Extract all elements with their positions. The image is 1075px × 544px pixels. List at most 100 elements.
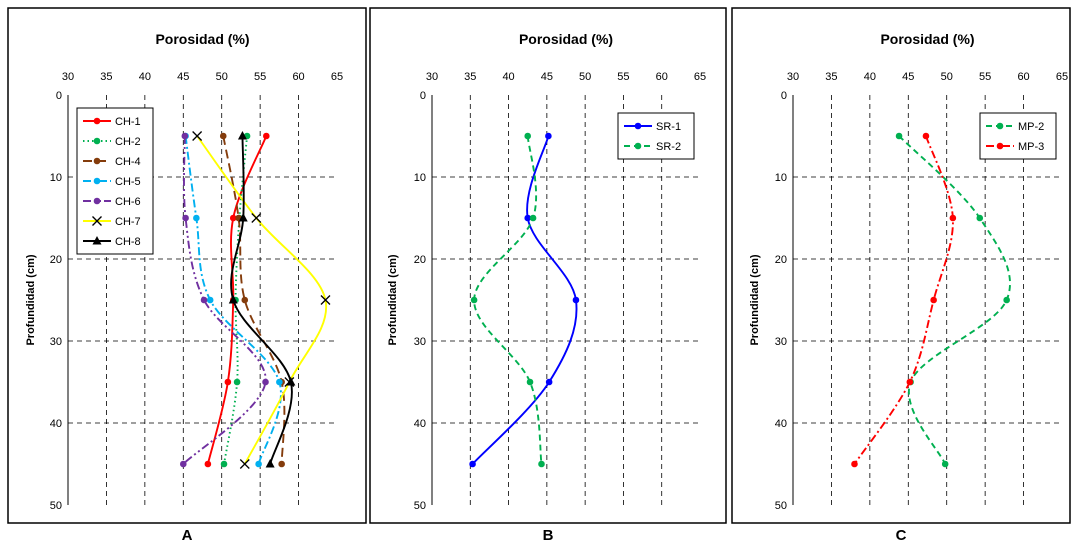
panel-c-legend-item-mp-3-marker [996,142,1004,150]
panel-c-ytick-3: 30 [775,336,787,348]
panel-a-ytick-0: 0 [56,90,62,102]
panel-a-series-ch-4-point-0 [219,132,227,140]
panel-a-series-ch-7-point-0 [192,131,203,141]
panel-b-ytick-0: 0 [420,90,426,102]
panel-b-xtick-2: 40 [502,71,514,83]
panel-a-legend-box [76,107,154,255]
panel-a-series-ch-5-point-4 [255,460,262,468]
panel-a-series-ch-7-point-4 [239,459,250,469]
panel-a-series-ch-2-point-4 [220,460,228,468]
panel-a-xtick-5: 55 [254,71,266,83]
panel-c-ytick-1: 10 [775,172,787,184]
panel-c-series-mp-3-point-3 [906,378,914,386]
panel-a-legend-item-ch-4-marker [93,157,101,165]
panel-b-legend: SR-1 SR-2 [617,112,695,160]
panel-a-series-ch-4-point-2 [241,296,249,304]
panel-a-series-ch-1-point-0 [262,132,270,140]
panel-a-series-ch-5-point-2 [206,296,214,304]
panel-c-ytick-0: 0 [781,90,787,102]
panel-b-ytick-4: 40 [414,418,426,430]
panel-a-series-ch-7-point-1-b [251,213,262,223]
panel-a-legend-item-ch-7: CH-7 [83,216,141,228]
panel-b-ytick-5: 50 [414,500,426,512]
panel-a-series-ch-8-point-4 [265,459,275,468]
panel-a-series-ch-7-point-1 [251,213,262,223]
panel-a-series-ch-1-point-4 [204,460,212,468]
panel-a-legend: CH-1 CH-2 CH-4 CH-5 CH-6 CH-7 CH-8 [76,107,154,255]
panel-a-series-ch-1-point-3 [224,378,232,386]
panel-a-ytick-4: 40 [50,418,62,430]
panel-c-series-mp-3-point-4 [851,460,858,468]
panel-b-series-sr-1-point-4 [469,460,476,468]
panel-c-series-mp-3-point-2 [930,296,937,304]
panel-b-series-sr-2-point-1 [529,214,537,222]
panel-a-legend-item-ch-7-marker-b [92,216,102,226]
panel-c-ytick-5: 50 [775,500,787,512]
panel-c-letter: C [896,527,907,544]
panel-b-series-sr-2-point-2 [470,296,478,304]
panel-b-legend-item-sr-1: SR-1 [624,121,681,133]
panel-b-series-sr-2-point-3 [526,378,534,386]
panel-a-ylabel: Profundidad (cm) [25,254,37,345]
panel-b-xtick-4: 50 [579,71,591,83]
panel-c-series-mp-2-point-4 [941,460,949,468]
panel-c-legend-box [979,112,1057,160]
panel-c-series-mp-2-point-2 [1003,296,1010,304]
panel-b-ytick-3: 30 [414,336,426,348]
panel-a-xtick-1: 35 [100,71,112,83]
panel-c-xtick-1: 35 [825,71,837,83]
panel-a-xtick-4: 50 [216,71,228,83]
panel-a-series-ch-2-point-3 [233,378,241,386]
panel-a-series-ch-5-point-1 [193,214,200,222]
panel-a-series-ch-7-point-4-b [239,459,250,469]
panel-c-frame [731,7,1071,524]
panel-a-legend-item-ch-4: CH-4 [83,156,141,168]
panel-a-legend-item-ch-5-marker [93,177,101,185]
panel-c-xtick-0: 30 [787,71,799,83]
panel-b-legend-item-sr-1-label: SR-1 [656,121,681,133]
panel-a-legend-item-ch-6-marker [93,197,101,205]
panel-b-series-sr-1-point-2 [572,296,580,304]
panel-b: Porosidad (%) 30 35 40 45 50 55 60 65 0 10 20 30 40 50… [369,7,727,544]
panel-a-letter: A [182,527,193,544]
panel-c-xtick-4: 50 [941,71,953,83]
panel-b-ylabel: Profundidad (cm) [387,254,399,345]
panel-a: Porosidad (%) 30 35 40 45 50 55 60 65 0 10 20 30 40 50… [7,7,367,544]
panel-b-xtick-1: 35 [464,71,476,83]
panel-a-xtick-7: 65 [331,71,343,83]
panel-b-series-sr-1 [469,132,580,468]
panel-a-title: Porosidad (%) [155,31,249,47]
panel-a-legend-item-ch-1: CH-1 [83,116,141,128]
panel-c-title: Porosidad (%) [880,31,974,47]
panel-c-series-mp-3-point-1 [949,214,957,222]
panel-a-series-ch-7-point-2-b [320,295,331,305]
panel-b-legend-item-sr-2-marker [634,142,642,150]
panel-c-series-mp-2-point-1 [976,214,984,222]
panel-a-series-ch-6-point-0 [181,132,189,140]
panel-a-legend-item-ch-5: CH-5 [83,176,141,188]
panel-b-series-sr-1-point-0 [545,132,552,140]
panel-b-title: Porosidad (%) [519,31,613,47]
panel-a-legend-item-ch-2: CH-2 [83,136,141,148]
panel-b-ytick-2: 20 [414,254,426,266]
panel-c-legend: MP-2 MP-3 [979,112,1057,160]
panel-c-legend-item-mp-3: MP-3 [986,141,1044,153]
panel-a-series-ch-6-point-3 [262,378,269,386]
panel-a-series-ch-6 [179,132,269,468]
panel-c-series-mp-3-point-0 [922,132,930,140]
panel-b-series-sr-2-point-0 [524,132,532,140]
panel-a-legend-item-ch-7-marker [92,216,102,226]
panel-c-ytick-2: 20 [775,254,787,266]
panel-b-ytick-1: 10 [414,172,426,184]
panel-a-legend-item-ch-7-label: CH-7 [115,216,141,228]
panel-b-series-sr-2-point-4 [538,460,545,468]
panel-b-series-sr-2 [470,132,545,468]
panel-b-legend-box [617,112,695,160]
panel-c-series-mp-3 [851,132,957,468]
panel-a-ytick-2: 20 [50,254,62,266]
panel-a-legend-item-ch-1-marker [93,117,101,125]
panel-a-legend-item-ch-8-label: CH-8 [115,236,141,248]
panel-a-series-ch-8-point-2 [228,295,238,304]
panel-a-xtick-6: 60 [292,71,304,83]
